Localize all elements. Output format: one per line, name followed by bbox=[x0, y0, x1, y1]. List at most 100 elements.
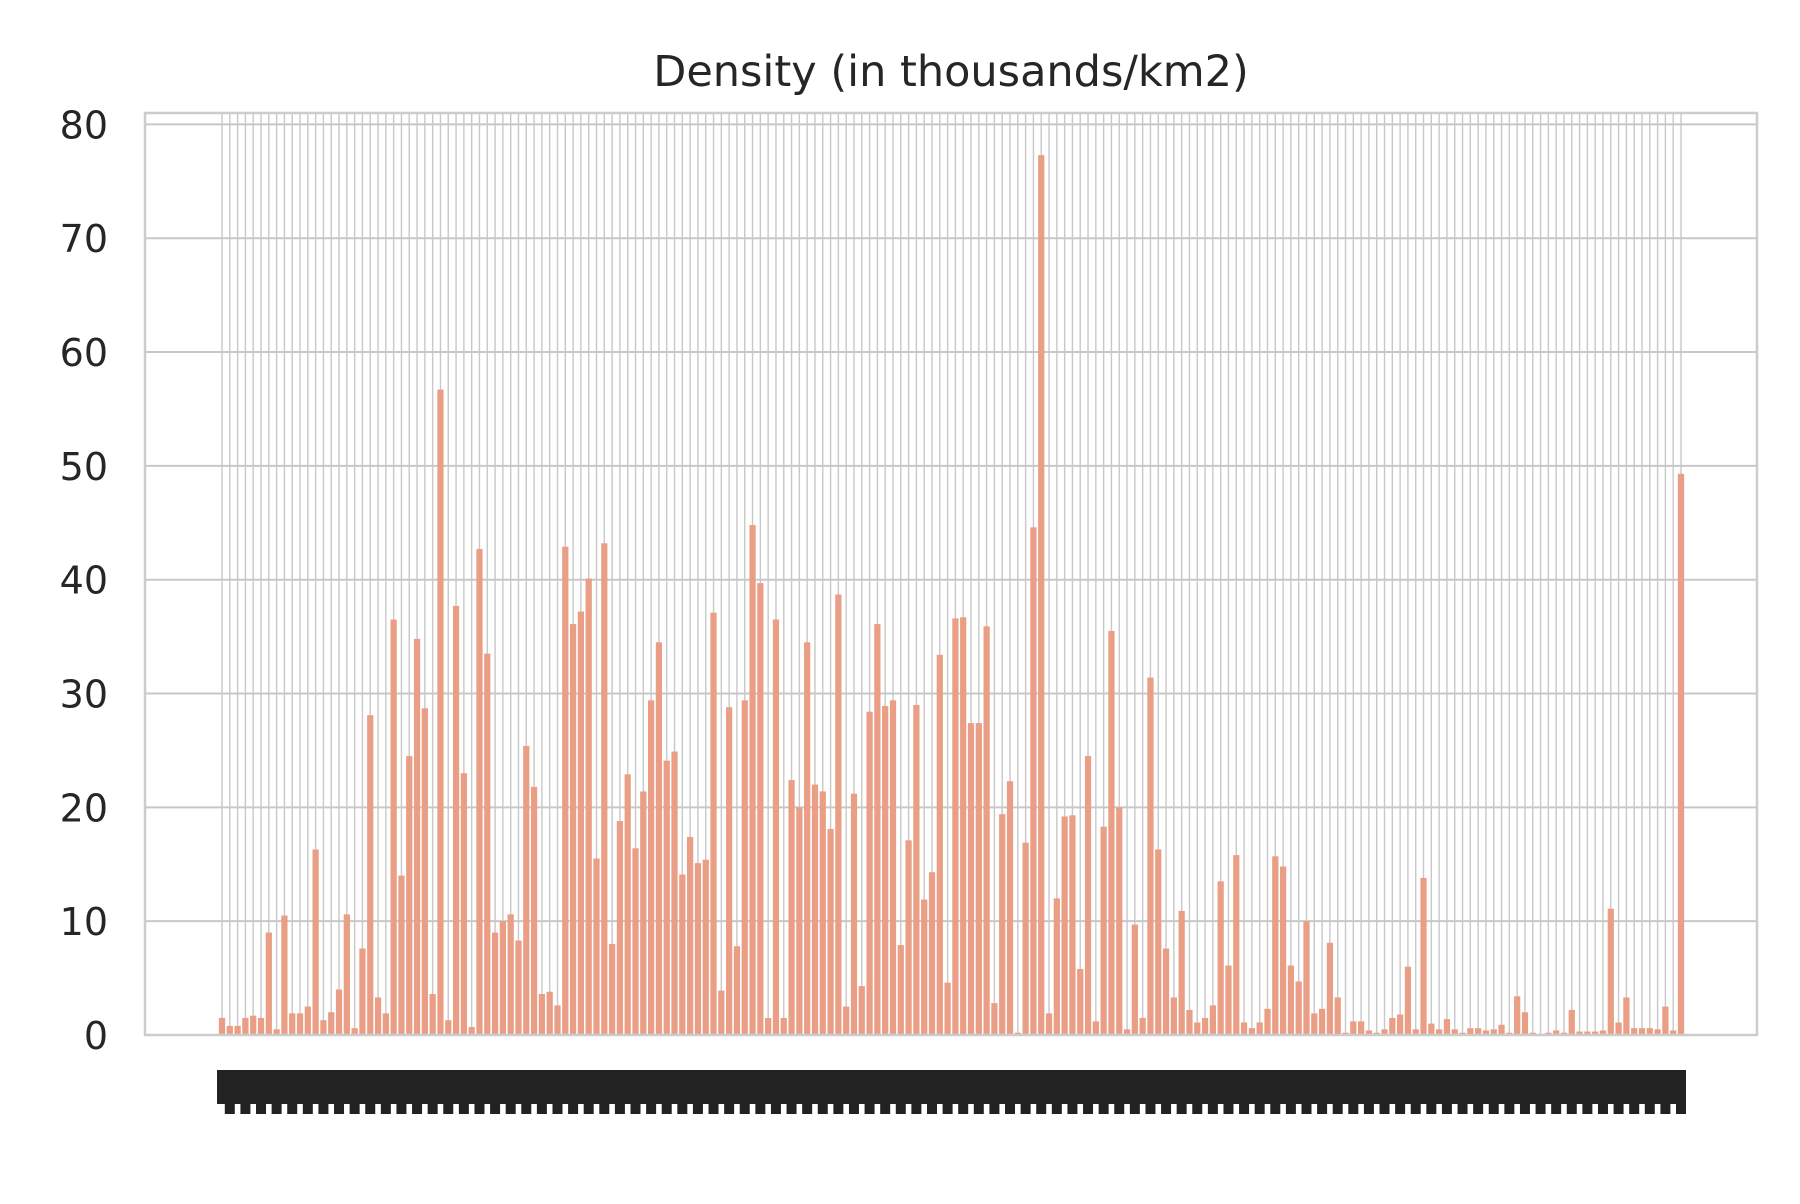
x-tick-glyph bbox=[731, 1070, 742, 1104]
bar bbox=[1514, 996, 1521, 1035]
bar bbox=[757, 583, 764, 1035]
x-tick-glyph bbox=[755, 1070, 766, 1114]
bar bbox=[1365, 1030, 1373, 1035]
x-tick-glyph bbox=[630, 1070, 641, 1114]
x-tick-glyph bbox=[1371, 1070, 1382, 1104]
bar bbox=[374, 997, 382, 1035]
x-tick-glyph bbox=[568, 1070, 579, 1114]
bar bbox=[1357, 1021, 1365, 1035]
bar bbox=[632, 848, 639, 1035]
bar bbox=[1521, 1012, 1529, 1035]
x-tick-glyph bbox=[1246, 1070, 1257, 1104]
x-tick-glyph bbox=[474, 1070, 485, 1114]
x-tick-glyph bbox=[1036, 1070, 1047, 1114]
bar bbox=[1248, 1028, 1256, 1035]
x-tick-glyph bbox=[1402, 1070, 1413, 1104]
y-tick-label: 80 bbox=[60, 103, 108, 147]
x-tick-glyph bbox=[544, 1070, 555, 1104]
bar bbox=[1451, 1029, 1458, 1035]
bar bbox=[1381, 1029, 1388, 1035]
x-tick-glyph bbox=[1090, 1070, 1101, 1104]
y-tick-label: 40 bbox=[60, 559, 108, 603]
x-tick-glyph bbox=[1028, 1070, 1039, 1104]
x-tick-glyph bbox=[1395, 1070, 1406, 1114]
x-tick-glyph bbox=[1457, 1070, 1468, 1114]
bar bbox=[530, 786, 538, 1035]
x-tick-glyph bbox=[747, 1070, 758, 1104]
bar bbox=[1654, 1029, 1661, 1035]
bar bbox=[234, 1025, 241, 1035]
bar bbox=[827, 828, 834, 1035]
bar bbox=[702, 859, 709, 1035]
bar bbox=[936, 654, 943, 1035]
bar bbox=[1061, 816, 1068, 1035]
x-tick-glyph bbox=[1356, 1070, 1367, 1104]
bar bbox=[421, 708, 428, 1035]
bar bbox=[1069, 815, 1076, 1035]
x-tick-glyph bbox=[833, 1070, 844, 1114]
bar bbox=[1568, 1009, 1575, 1035]
bar bbox=[296, 1013, 304, 1035]
bar bbox=[655, 642, 663, 1035]
x-tick-glyph bbox=[1605, 1070, 1616, 1104]
bar bbox=[320, 1020, 327, 1035]
x-tick-glyph bbox=[864, 1070, 875, 1114]
x-tick-glyph bbox=[966, 1070, 977, 1104]
x-tick-glyph bbox=[817, 1070, 828, 1114]
x-tick-glyph bbox=[856, 1070, 867, 1104]
bar bbox=[538, 994, 546, 1035]
bar bbox=[866, 711, 873, 1035]
x-tick-glyph bbox=[794, 1070, 805, 1104]
x-tick-glyph bbox=[334, 1070, 345, 1114]
x-tick-glyph bbox=[599, 1070, 610, 1114]
bar bbox=[554, 1005, 561, 1035]
x-tick-glyph bbox=[614, 1070, 625, 1114]
bar bbox=[406, 756, 413, 1035]
x-tick-glyph bbox=[1254, 1070, 1265, 1114]
x-tick-glyph bbox=[981, 1070, 992, 1104]
x-tick-glyph bbox=[1527, 1070, 1538, 1104]
bar bbox=[1553, 1030, 1560, 1035]
bar bbox=[741, 700, 748, 1035]
bar bbox=[967, 723, 975, 1035]
x-tick-glyph bbox=[1363, 1070, 1374, 1114]
y-tick-label: 30 bbox=[60, 673, 108, 717]
bar bbox=[928, 872, 936, 1035]
bar bbox=[577, 611, 585, 1035]
bar bbox=[1178, 910, 1185, 1035]
bar bbox=[1428, 1023, 1435, 1035]
bar bbox=[960, 617, 967, 1035]
x-tick-glyph bbox=[1153, 1070, 1164, 1104]
x-tick-glyph bbox=[1200, 1070, 1211, 1104]
bar bbox=[562, 546, 569, 1035]
bar bbox=[390, 619, 397, 1035]
x-tick-glyph bbox=[1574, 1070, 1585, 1104]
x-tick-glyph bbox=[934, 1070, 945, 1104]
x-tick-glyph bbox=[1207, 1070, 1218, 1114]
bar bbox=[1139, 1017, 1146, 1035]
x-tick-glyph bbox=[607, 1070, 618, 1104]
bar bbox=[1240, 1022, 1248, 1035]
x-tick-glyph bbox=[318, 1070, 329, 1114]
x-tick-glyph bbox=[388, 1070, 399, 1104]
y-tick-label: 0 bbox=[84, 1014, 108, 1058]
x-tick-glyph bbox=[482, 1070, 493, 1104]
bar bbox=[694, 863, 702, 1035]
bar bbox=[1615, 1022, 1622, 1035]
bar bbox=[1170, 997, 1177, 1035]
x-tick-glyph bbox=[575, 1070, 586, 1104]
x-tick-glyph bbox=[1652, 1070, 1663, 1104]
x-tick-glyph bbox=[1067, 1070, 1078, 1114]
x-tick-glyph bbox=[271, 1070, 282, 1114]
x-tick-glyph bbox=[380, 1070, 391, 1114]
x-tick-glyph bbox=[1348, 1070, 1359, 1114]
x-tick-glyph bbox=[560, 1070, 571, 1104]
x-tick-glyph bbox=[583, 1070, 594, 1114]
x-tick-glyph bbox=[529, 1070, 540, 1104]
x-tick-glyph bbox=[1161, 1070, 1172, 1114]
x-tick-glyph bbox=[458, 1070, 469, 1114]
bar bbox=[437, 389, 444, 1036]
x-tick-glyph bbox=[1590, 1070, 1601, 1104]
